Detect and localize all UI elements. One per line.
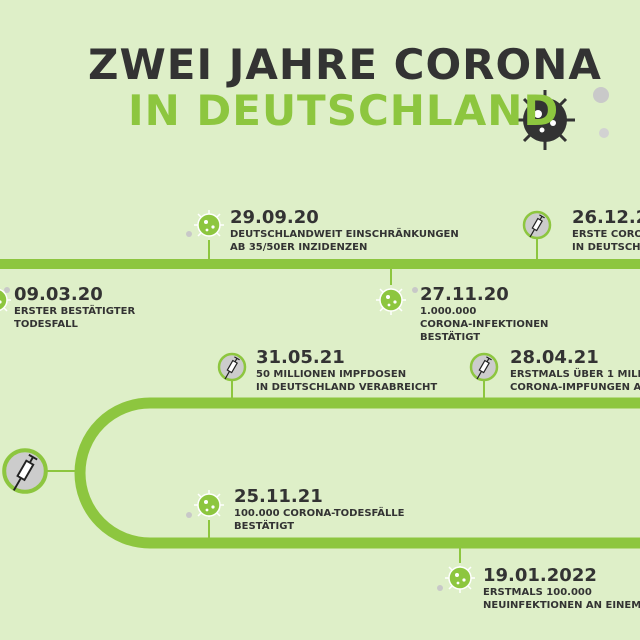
virus-icon [193, 209, 225, 241]
event-text: BESTÄTIGT [420, 332, 481, 343]
event-26-12-20: 26.12.2 ERSTE CORO IN DEUTSCH [572, 208, 640, 254]
event-date: 29.09.20 [230, 207, 319, 228]
event-date: 25.11.21 [234, 486, 323, 507]
event-09-03-20: 09.03.20 ERSTER BESTÄTIGTER TODESFALL [14, 285, 135, 331]
title-line-1: ZWEI JAHRE CORONA [88, 40, 602, 89]
event-text: ERSTMALS 100.000 [483, 587, 592, 598]
event-27-11-20: 27.11.20 1.000.000 CORONA-INFEKTIONEN BE… [420, 285, 548, 344]
syringe-icon [217, 352, 247, 382]
event-text: 1.000.000 [420, 306, 477, 317]
event-28-04-21: 28.04.21 ERSTMALS ÜBER 1 MILLI CORONA-IM… [510, 348, 640, 394]
event-text: ERSTER BESTÄTIGTER [14, 306, 136, 317]
event-text: 50 MILLIONEN IMPFDOSEN [256, 369, 407, 380]
event-text: BESTÄTIGT [234, 521, 295, 532]
event-25-11-21: 25.11.21 100.000 CORONA-TODESFÄLLE BESTÄ… [234, 487, 405, 533]
event-text: IN DEUTSCH [572, 242, 640, 253]
event-date: 26.12.2 [572, 207, 640, 228]
event-date: 27.11.20 [420, 284, 509, 305]
virus-icon [444, 562, 476, 594]
event-text: NEUINFEKTIONEN AN EINEM [483, 600, 640, 611]
event-text: CORONA-IMPFUNGEN AN [510, 382, 640, 393]
event-text: CORONA-INFEKTIONEN [420, 319, 549, 330]
virus-icon [515, 90, 575, 150]
event-text: ERSTMALS ÜBER 1 MILLI [510, 369, 640, 380]
decorative-dot [599, 128, 609, 138]
event-date: 19.01.2022 [483, 565, 597, 586]
syringe-icon [522, 210, 552, 240]
event-19-01-2022: 19.01.2022 ERSTMALS 100.000 NEUINFEKTION… [483, 566, 640, 612]
title-line-2: IN DEUTSCHLAND [128, 86, 560, 135]
event-date: 31.05.21 [256, 347, 345, 368]
virus-icon [193, 489, 225, 521]
syringe-icon [469, 352, 499, 382]
event-date: 09.03.20 [14, 284, 103, 305]
event-date: 28.04.21 [510, 347, 599, 368]
decorative-dot [593, 87, 609, 103]
event-text: IN DEUTSCHLAND VERABREICHT [256, 382, 438, 393]
event-text: DEUTSCHLANDWEIT EINSCHRÄNKUNGEN [230, 229, 459, 240]
event-text: ERSTE CORO [572, 229, 640, 240]
event-29-09-20: 29.09.20 DEUTSCHLANDWEIT EINSCHRÄNKUNGEN… [230, 208, 459, 254]
event-31-05-21: 31.05.21 50 MILLIONEN IMPFDOSEN IN DEUTS… [256, 348, 437, 394]
virus-icon [375, 284, 407, 316]
event-text: TODESFALL [14, 319, 78, 330]
event-text: 100.000 CORONA-TODESFÄLLE [234, 508, 405, 519]
syringe-icon [4, 450, 46, 493]
event-text: AB 35/50ER INZIDENZEN [230, 242, 368, 253]
